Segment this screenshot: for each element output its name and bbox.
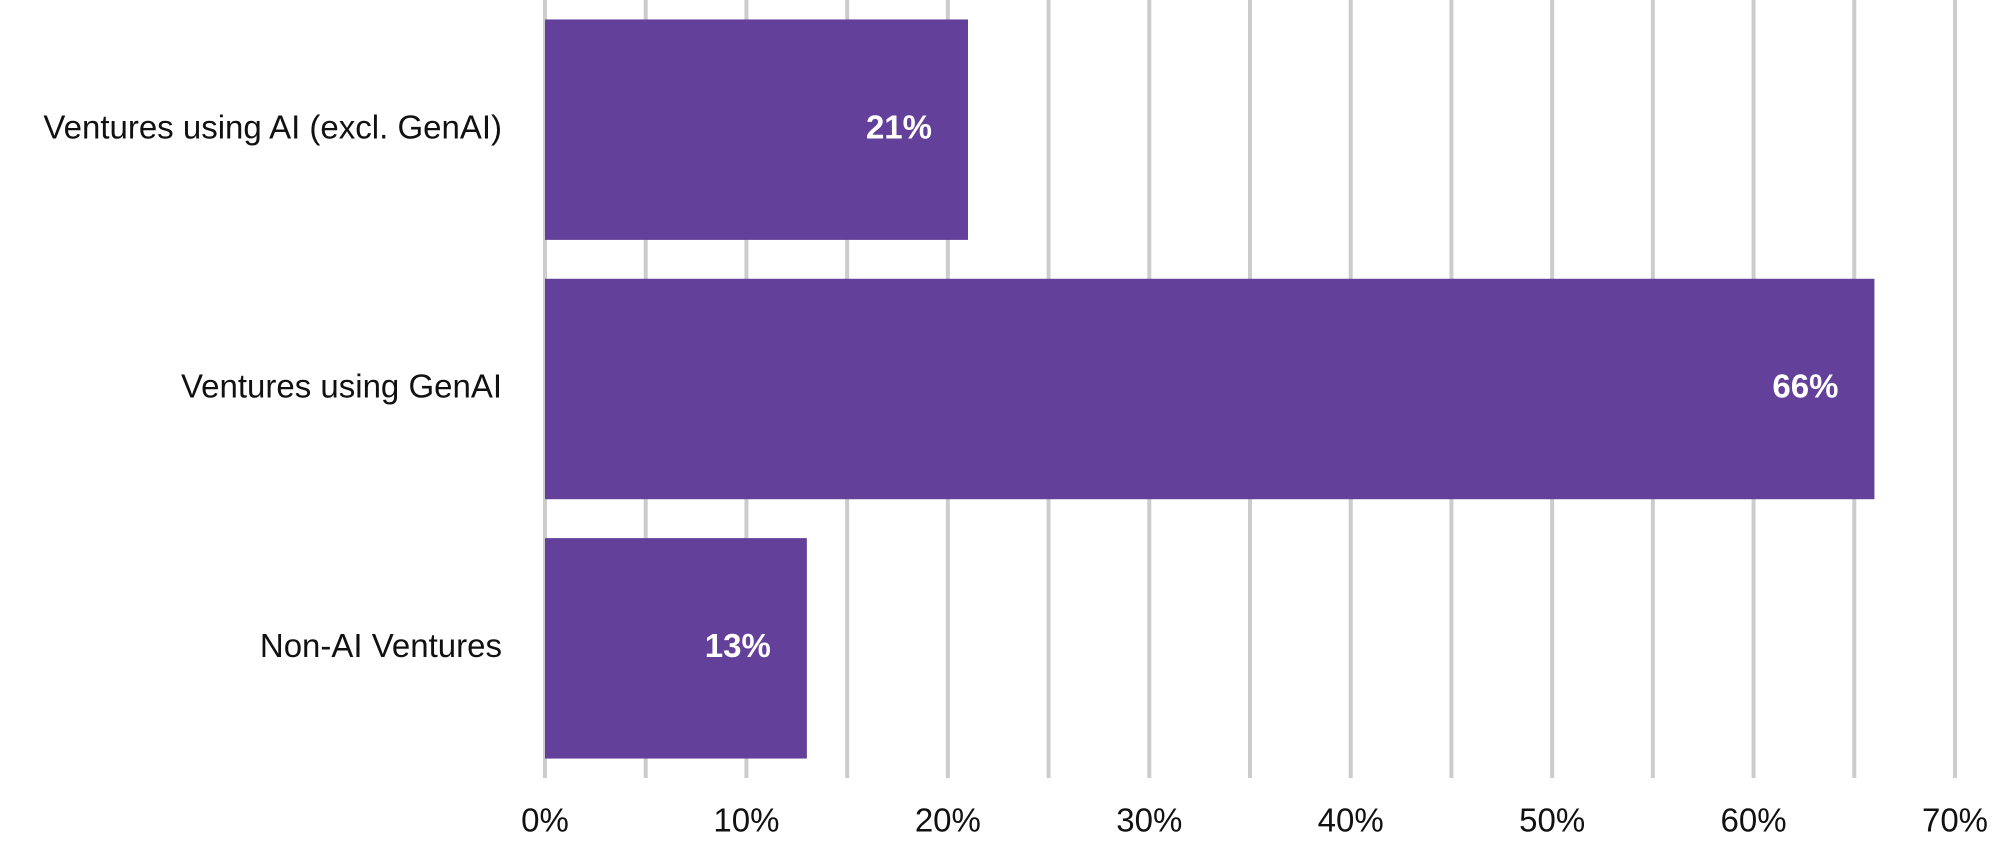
- x-tick-label: 30%: [1116, 802, 1182, 839]
- value-label: 66%: [1772, 368, 1838, 405]
- y-tick-label: Non-AI Ventures: [260, 627, 502, 664]
- bar: [545, 278, 1875, 500]
- x-tick-label: 10%: [713, 802, 779, 839]
- x-tick-label: 50%: [1519, 802, 1585, 839]
- x-tick-label: 70%: [1922, 802, 1988, 839]
- y-tick-label: Ventures using GenAI: [181, 368, 502, 405]
- x-tick-label: 40%: [1318, 802, 1384, 839]
- bar: [545, 19, 968, 240]
- x-tick-label: 60%: [1721, 802, 1787, 839]
- value-label: 13%: [705, 627, 771, 664]
- x-tick-label: 20%: [915, 802, 981, 839]
- x-tick-label: 0%: [521, 802, 569, 839]
- value-label: 21%: [866, 108, 932, 145]
- bar: [545, 538, 807, 759]
- y-tick-label: Ventures using AI (excl. GenAI): [43, 108, 502, 145]
